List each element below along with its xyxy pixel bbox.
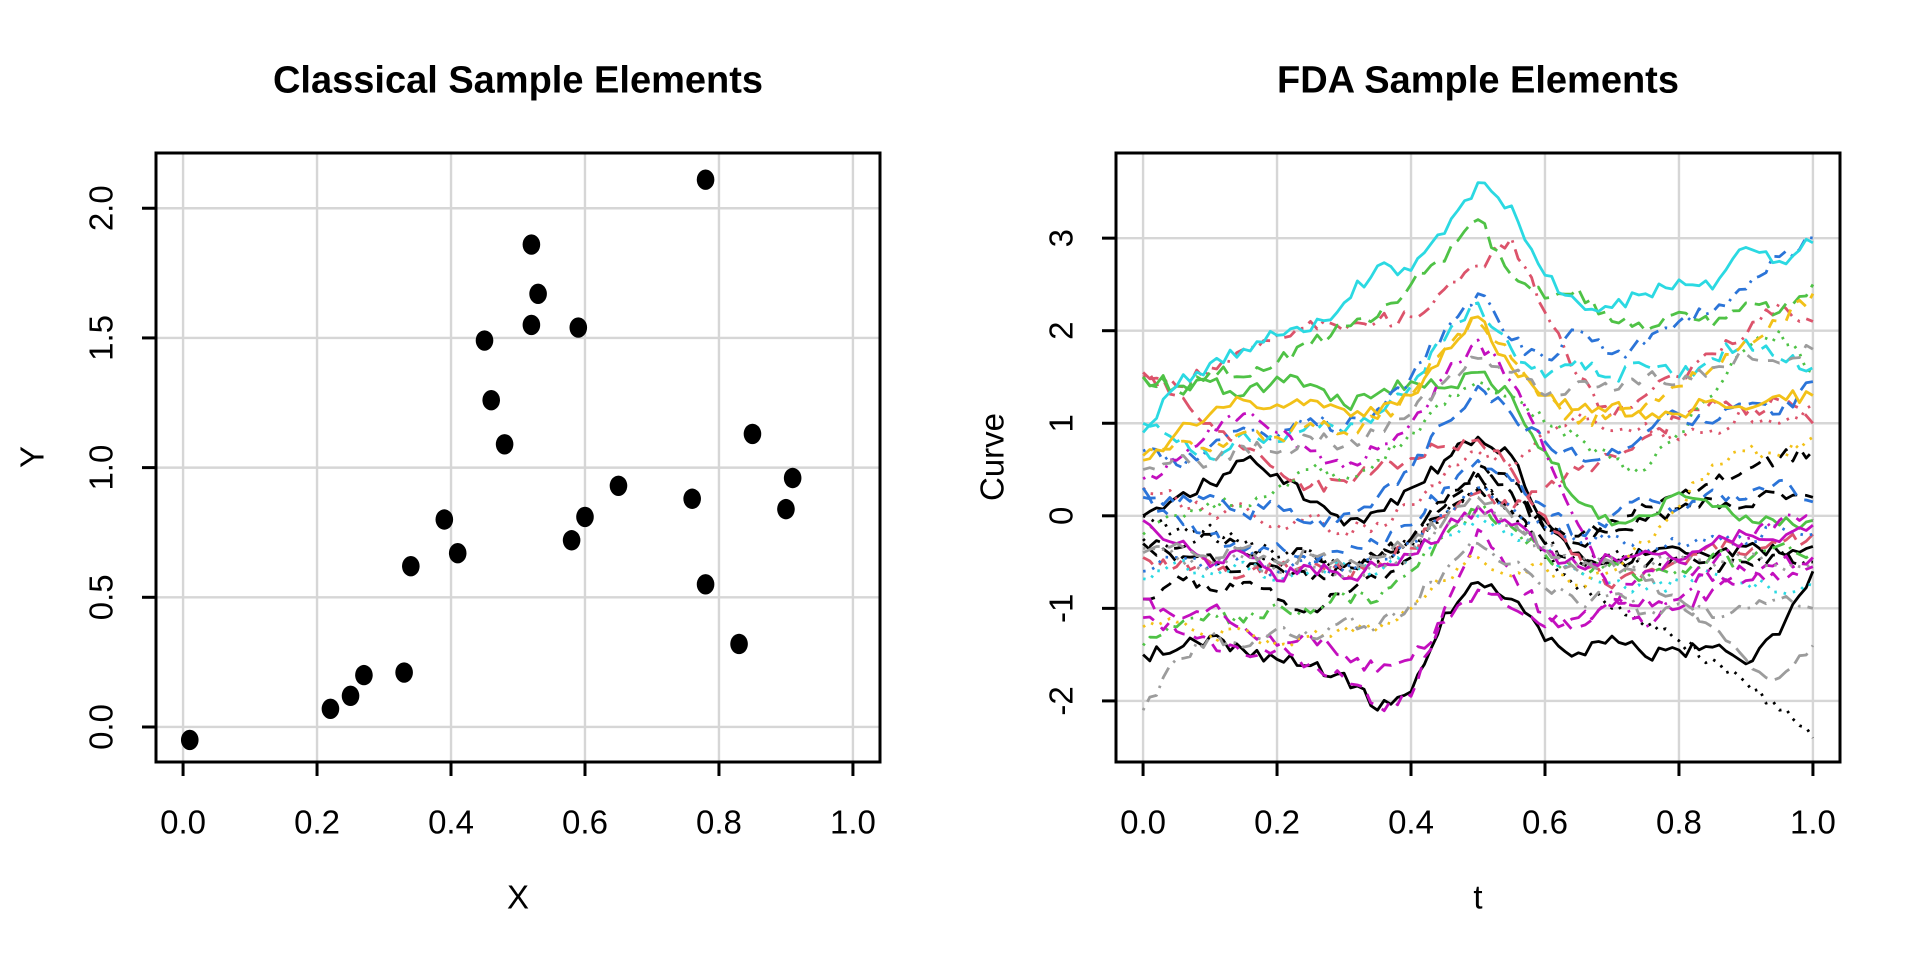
y-tick-label: 0.0 <box>83 704 120 750</box>
classical-plot-svg: 0.0 0.2 0.4 0.6 0.8 1.0 0.0 0.5 1.0 1.5 2.0 Classi… <box>14 59 882 916</box>
y-tick-label: 1.5 <box>83 315 120 361</box>
x-tick-label: 0.4 <box>428 804 474 841</box>
curve-red-dotted <box>1142 403 1814 538</box>
scatter-point <box>522 314 541 336</box>
fda-plot-title: FDA Sample Elements <box>1277 59 1679 101</box>
x-tick-label: 1.0 <box>830 804 876 841</box>
scatter-point <box>696 574 715 595</box>
classical-y-axis-title: Y <box>14 446 51 468</box>
scatter-point <box>529 283 547 305</box>
scatter-point <box>435 509 454 530</box>
y-tick-label: 1.0 <box>83 445 120 491</box>
scatter-point <box>402 555 420 577</box>
fda-plot-svg: 0.0 0.2 0.4 0.6 0.8 1.0 -2 -1 0 1 2 3 FDA Sample El… <box>974 59 1842 916</box>
x-tick-label: 0.2 <box>1254 804 1300 841</box>
fda-y-axis-title: Curve <box>974 413 1011 501</box>
curve-black-solid-b <box>1142 570 1815 712</box>
y-tick-label: 1 <box>1043 414 1080 432</box>
fda-sample-panel: 0.0 0.2 0.4 0.6 0.8 1.0 -2 -1 0 1 2 3 FDA Sample El… <box>960 0 1920 960</box>
classical-plot-area: 0.0 0.2 0.4 0.6 0.8 1.0 0.0 0.5 1.0 1.5 2.0 <box>83 151 882 841</box>
x-tick-label: 0.8 <box>1656 804 1702 841</box>
scatter-point <box>562 530 581 551</box>
fda-x-axis-title: t <box>1473 879 1482 916</box>
scatter-point <box>341 685 360 707</box>
curve-green-solid <box>1141 370 1814 530</box>
curve-blue-dotted <box>1142 485 1814 577</box>
curve-green-longdash <box>1142 218 1815 396</box>
scatter-point <box>522 234 541 255</box>
y-tick-label: 2.0 <box>83 185 120 231</box>
curve-red-dashed <box>1142 396 1814 580</box>
curve-gray-longdash <box>1142 495 1815 682</box>
x-tick-label: 0.0 <box>1120 804 1166 841</box>
scatter-point <box>743 423 762 445</box>
classical-x-axis-title: X <box>507 879 529 916</box>
y-tick-label: 3 <box>1043 229 1080 247</box>
curve-gray-dotdash <box>1141 540 1814 711</box>
curve-blue-dashed <box>1142 458 1814 564</box>
curve-red-longdash <box>1142 371 1814 590</box>
curve-blue-longdash <box>1141 380 1814 528</box>
y-tick-label: -2 <box>1043 686 1080 715</box>
classical-plot-title: Classical Sample Elements <box>273 59 763 101</box>
y-tick-label: 0.5 <box>83 574 120 620</box>
curve-magenta-dashed <box>1142 528 1814 713</box>
scatter-point <box>696 169 715 190</box>
y-tick-label: -1 <box>1043 594 1080 623</box>
scatter-point <box>609 475 628 496</box>
curve-red-dotdash <box>1142 236 1814 421</box>
scatter-point <box>321 698 340 720</box>
plot-box <box>154 151 882 764</box>
scatter-point <box>569 317 588 338</box>
curve-gray-dotted <box>1142 505 1814 580</box>
scatter-point <box>475 330 494 351</box>
curve-magenta-longdash <box>1143 554 1814 673</box>
scatter-point <box>482 389 501 411</box>
scatter-point <box>448 543 467 564</box>
curve-gray-dashed <box>1142 343 1814 472</box>
x-tick-label: 0.6 <box>562 804 608 841</box>
x-tick-label: 1.0 <box>1790 804 1836 841</box>
scatter-point <box>395 662 413 683</box>
scatter-point <box>576 506 594 528</box>
plot-box <box>1114 151 1842 764</box>
scatter-point <box>495 434 514 455</box>
x-tick-label: 0.6 <box>1522 804 1568 841</box>
curve-gold-dotted <box>1142 435 1814 648</box>
curve-gold-solid <box>1142 315 1814 462</box>
curve-black-dashed <box>1143 446 1814 614</box>
curve-black-dotted <box>1142 485 1815 739</box>
scatter-point <box>730 633 748 655</box>
scatter-point <box>355 664 373 686</box>
scatter-point <box>683 488 701 509</box>
scatter-point <box>777 498 795 520</box>
curve-blue-dotdash <box>1142 235 1814 470</box>
curve-black-solid-a <box>1142 435 1814 568</box>
x-tick-label: 0.0 <box>160 804 206 841</box>
y-tick-label: 2 <box>1043 322 1080 340</box>
curve-magenta-dotdash <box>1142 338 1814 629</box>
x-tick-label: 0.8 <box>696 804 742 841</box>
fda-plot-area: 0.0 0.2 0.4 0.6 0.8 1.0 -2 -1 0 1 2 3 <box>1043 151 1842 841</box>
scatter-point <box>180 729 199 751</box>
scatter-point <box>783 467 802 489</box>
x-tick-label: 0.2 <box>294 804 340 841</box>
curve-cyan-longdash <box>1142 301 1814 462</box>
classical-sample-panel: 0.0 0.2 0.4 0.6 0.8 1.0 0.0 0.5 1.0 1.5 2.0 Classi… <box>14 59 882 916</box>
curve-cyan-solid <box>1142 181 1814 434</box>
y-tick-label: 0 <box>1043 507 1080 525</box>
x-tick-label: 0.4 <box>1388 804 1434 841</box>
